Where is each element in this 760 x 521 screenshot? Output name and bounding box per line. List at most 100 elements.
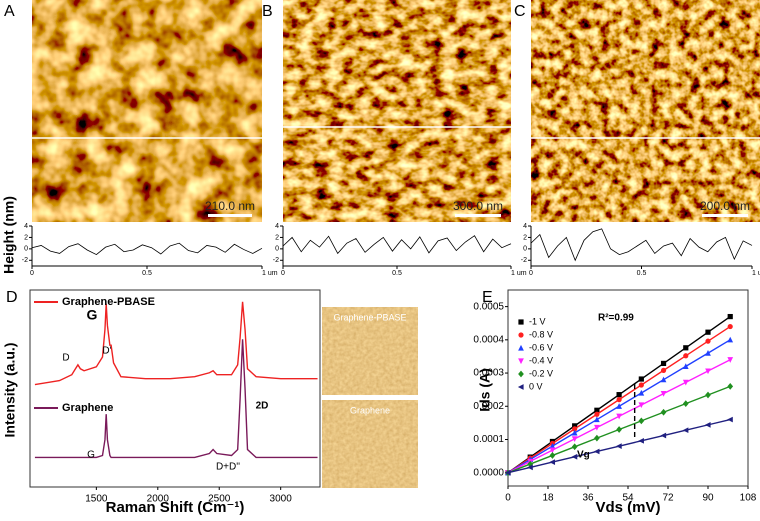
x-tick-label: 0 [281, 270, 285, 277]
data-point [572, 426, 578, 432]
afm-image [32, 0, 262, 222]
data-point [705, 329, 711, 335]
scale-bar [455, 214, 501, 217]
legend-marker [518, 319, 524, 325]
scale-bar-label: 200.0 nm [700, 199, 750, 213]
data-point [549, 452, 556, 459]
data-point [527, 464, 533, 471]
optical-image [322, 307, 418, 395]
data-point [682, 379, 689, 386]
data-point [594, 416, 600, 423]
x-axis-title: Raman Shift (Cm⁻¹) [106, 499, 245, 516]
data-point [682, 400, 689, 407]
data-point [638, 382, 644, 388]
panel-label: E [482, 289, 493, 306]
x-tick-label: 2000 [147, 494, 170, 505]
data-point [616, 403, 622, 409]
peak-label: G [87, 450, 95, 461]
data-point [705, 338, 711, 344]
data-point [683, 345, 689, 351]
x-tick-label: 3000 [270, 494, 293, 505]
x-tick-label: 2500 [208, 494, 231, 505]
data-point [705, 349, 711, 356]
inset-label: Graphene-PBASE [333, 312, 406, 322]
data-point [571, 453, 578, 460]
legend-label: 0 V [529, 381, 543, 391]
chart: D 1500 2000 2500 3000 Raman Shift (Cm⁻¹) Inten… [2, 289, 407, 516]
data-point [638, 376, 644, 382]
data-point [638, 389, 645, 396]
data-point [616, 392, 622, 398]
data-point [705, 391, 711, 399]
x-tick-label: 1 um [511, 270, 527, 277]
data-line [34, 301, 318, 386]
data-line [31, 242, 263, 256]
x-tick-label: 1500 [85, 494, 108, 505]
x-tick-label: 36 [582, 493, 594, 504]
y-tick-label: 0.0002 [473, 401, 504, 412]
data-line [34, 339, 318, 459]
afm-images [32, 0, 760, 222]
peak-label: D+D'' [216, 462, 240, 473]
data-point [549, 459, 556, 465]
x-tick-label: 18 [542, 493, 554, 504]
legend-marker [518, 332, 524, 338]
x-tick-label: 108 [740, 493, 757, 504]
data-line [530, 228, 753, 262]
afm-image [531, 0, 760, 222]
y-tick-label: 2 [523, 234, 527, 241]
y-tick-label: 0 [523, 246, 527, 253]
legend-marker [518, 370, 524, 378]
y-tick-label: 0.0001 [473, 434, 504, 445]
legend-label: Graphene-PBASE [62, 296, 155, 308]
y-tick-label: 0.0005 [473, 301, 504, 312]
y-tick-label: 0 [24, 246, 28, 253]
y-tick-label: -2 [521, 257, 527, 264]
peak-label: 2D [256, 401, 269, 412]
y-tick-label: -2 [22, 257, 28, 264]
data-point [616, 426, 622, 433]
data-point [682, 363, 689, 370]
scale-bar [702, 214, 748, 217]
optical-insets [322, 307, 418, 488]
x-tick-label: 0.5 [142, 270, 152, 277]
data-point [549, 443, 556, 449]
legend-label: -0.6 V [529, 342, 553, 352]
data-point [682, 427, 689, 434]
x-tick-label: 0.5 [392, 270, 402, 277]
y-axis-title: Intensity (a.u.) [2, 343, 18, 438]
y-axis-title: Height (nm) [1, 196, 17, 274]
data-point [638, 437, 644, 444]
data-point [571, 436, 578, 442]
data-point [638, 417, 645, 425]
data-point [705, 368, 711, 375]
x-axis-title: Vds (mV) [595, 499, 660, 516]
scale-bar-label: 210.0 nm [205, 199, 255, 213]
y-tick-label: 0 [275, 246, 279, 253]
y-tick-label: 4 [523, 223, 527, 230]
y-tick-label: -2 [273, 257, 279, 264]
chart: E 0 18 36 54 72 90 108 0.0000 0.0001 0.0002 0.0003 0… [473, 289, 756, 516]
data-point [571, 429, 578, 436]
plot-frame [29, 289, 321, 488]
data-point [594, 424, 600, 431]
x-tick-label: 0 [30, 270, 34, 277]
annotation: R²=0.99 [598, 313, 634, 324]
legend-label: -1 V [529, 316, 546, 326]
y-tick-label: 2 [275, 234, 279, 241]
data-point [594, 407, 600, 413]
y-tick-label: 0.0000 [473, 467, 504, 478]
x-tick-label: 0 [505, 493, 511, 504]
legend-label: -0.2 V [529, 368, 553, 378]
y-tick-label: 0.0003 [473, 368, 504, 379]
data-point [593, 448, 600, 455]
data-point [660, 391, 667, 397]
data-point [549, 447, 556, 454]
data-point [660, 360, 667, 367]
peak-label: D [62, 353, 69, 364]
legend-marker [518, 358, 524, 365]
data-point [660, 408, 667, 416]
y-tick-label: 4 [24, 223, 28, 230]
